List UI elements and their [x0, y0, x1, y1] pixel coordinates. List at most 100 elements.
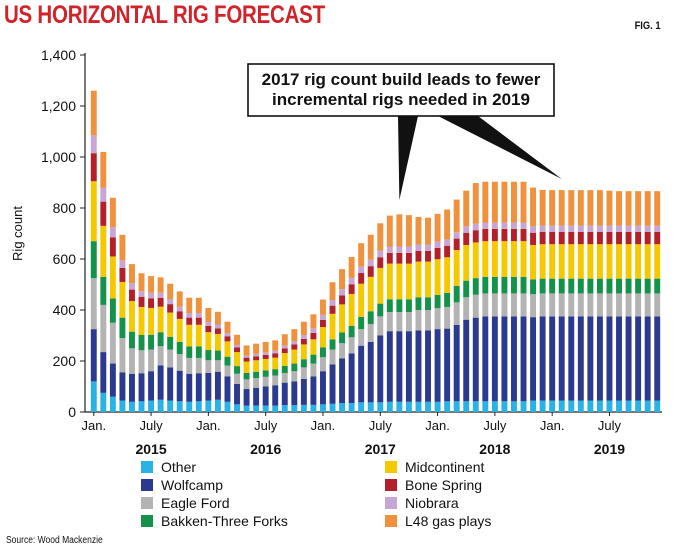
bar-segment-bone-spring [453, 238, 460, 251]
bar-segment-niobrara [148, 292, 155, 299]
bar-segment-midcontinent [176, 318, 183, 342]
bar-segment-bakken-three-forks [549, 278, 556, 294]
bar-segment-l48-gas-plays [644, 191, 651, 226]
bar-segment-other [195, 401, 202, 412]
bar-segment-bone-spring [482, 228, 489, 242]
bar-segment-eagle-ford [587, 293, 594, 317]
bar-segment-eagle-ford [291, 371, 298, 382]
bar-segment-eagle-ford [234, 373, 240, 384]
bar-segment-wolfcamp [625, 316, 632, 401]
bar-segment-eagle-ford [644, 293, 651, 317]
bar-segment-l48-gas-plays [138, 273, 145, 292]
bar-segment-wolfcamp [224, 376, 231, 402]
bar-segment-midcontinent [539, 244, 546, 279]
bar-segment-bone-spring [386, 252, 393, 264]
source-note: Source: Wood Mackenzie [6, 535, 103, 546]
bar-segment-wolfcamp [472, 317, 479, 402]
bar-segment-midcontinent [234, 352, 240, 367]
bar-segment-bone-spring [224, 336, 231, 342]
bar-segment-niobrara [100, 187, 107, 202]
bar-segment-bakken-three-forks [167, 336, 174, 350]
bar-segment-wolfcamp [253, 387, 260, 406]
bar-segment-other [262, 405, 269, 413]
legend-label: Midcontinent [405, 459, 484, 475]
bar-segment-l48-gas-plays [234, 334, 240, 345]
legend-label: Bone Spring [405, 477, 482, 493]
bar-segment-bakken-three-forks [262, 370, 269, 377]
bar-segment-l48-gas-plays [358, 243, 365, 267]
x-tick-label: Jan. [425, 418, 450, 433]
legend-swatch-wolfcamp [141, 479, 153, 491]
annotation-text: 2017 rig count build leads to fewer [262, 70, 541, 89]
x-tick-label: Jan. [540, 418, 565, 433]
bar-segment-bone-spring [377, 257, 384, 268]
bar-segment-l48-gas-plays [262, 341, 269, 353]
bar-segment-bakken-three-forks [129, 331, 135, 349]
bar-segment-other [100, 392, 107, 413]
bar-segment-other [472, 401, 479, 412]
bar-segment-l48-gas-plays [291, 329, 298, 342]
bar-segment-niobrara [214, 324, 221, 329]
bar-segment-other [520, 401, 527, 412]
bar-segment-niobrara [558, 225, 565, 232]
annotation-text: incremental rigs needed in 2019 [272, 90, 530, 109]
bar-segment-other [539, 400, 546, 412]
bar-segment-niobrara [320, 314, 326, 320]
bar-segment-bone-spring [348, 284, 355, 294]
bar-segment-eagle-ford [100, 304, 107, 353]
bar-segment-l48-gas-plays [606, 190, 613, 226]
bar-segment-midcontinent [568, 244, 575, 279]
legend-label: Niobrara [405, 495, 459, 511]
bar-segment-other [577, 400, 584, 412]
bar-segment-eagle-ford [377, 316, 384, 336]
bar-segment-niobrara [606, 225, 613, 232]
bar-segment-l48-gas-plays [119, 234, 126, 261]
bar-segment-bone-spring [549, 231, 556, 245]
bar-segment-wolfcamp [138, 373, 145, 402]
bar-segment-bakken-three-forks [339, 332, 346, 344]
bar-segment-bakken-three-forks [367, 311, 374, 325]
bar-segment-wolfcamp [339, 358, 346, 404]
bar-segment-eagle-ford [195, 357, 202, 374]
bar-segment-other [138, 401, 145, 412]
bar-segment-niobrara [339, 289, 346, 296]
bar-segment-midcontinent [348, 293, 355, 326]
bar-segment-l48-gas-plays [558, 190, 565, 226]
bar-segment-midcontinent [596, 244, 603, 279]
bar-segment-other [243, 405, 250, 413]
bar-segment-bakken-three-forks [511, 276, 517, 294]
bar-segment-bakken-three-forks [358, 316, 365, 330]
bar-segment-bakken-three-forks [415, 297, 422, 310]
bar-segment-bakken-three-forks [491, 276, 498, 294]
bar-segment-l48-gas-plays [205, 307, 212, 322]
legend-label: Eagle Ford [161, 495, 229, 511]
bar-segment-bone-spring [501, 228, 508, 242]
bar-segment-other [109, 396, 116, 412]
bar-segment-bakken-three-forks [577, 278, 584, 294]
bar-segment-bakken-three-forks [377, 303, 384, 317]
bar-segment-wolfcamp [405, 331, 412, 402]
bar-segment-wolfcamp [262, 386, 269, 406]
bar-segment-bakken-three-forks [329, 339, 336, 350]
bar-segment-eagle-ford [90, 278, 97, 330]
bar-segment-wolfcamp [577, 316, 584, 401]
bar-segment-bakken-three-forks [616, 278, 622, 294]
bar-segment-other [329, 403, 336, 412]
bar-segment-bakken-three-forks [186, 346, 193, 358]
bar-segment-wolfcamp [367, 341, 374, 403]
bar-segment-bakken-three-forks [272, 369, 279, 376]
bar-segment-niobrara [472, 223, 479, 231]
bar-segment-midcontinent [224, 341, 231, 357]
bar-segment-l48-gas-plays [157, 277, 164, 293]
bar-segment-eagle-ford [272, 375, 279, 386]
bar-segment-midcontinent [90, 181, 97, 242]
bar-segment-bakken-three-forks [214, 350, 221, 361]
bar-segment-wolfcamp [234, 383, 240, 405]
bar-segment-eagle-ford [425, 310, 431, 331]
bar-segment-bone-spring [367, 266, 374, 277]
bar-segment-wolfcamp [129, 373, 135, 402]
bar-segment-l48-gas-plays [491, 181, 498, 223]
bar-segment-other [444, 401, 451, 412]
bar-segment-other [587, 400, 594, 412]
bar-segment-l48-gas-plays [300, 321, 307, 335]
